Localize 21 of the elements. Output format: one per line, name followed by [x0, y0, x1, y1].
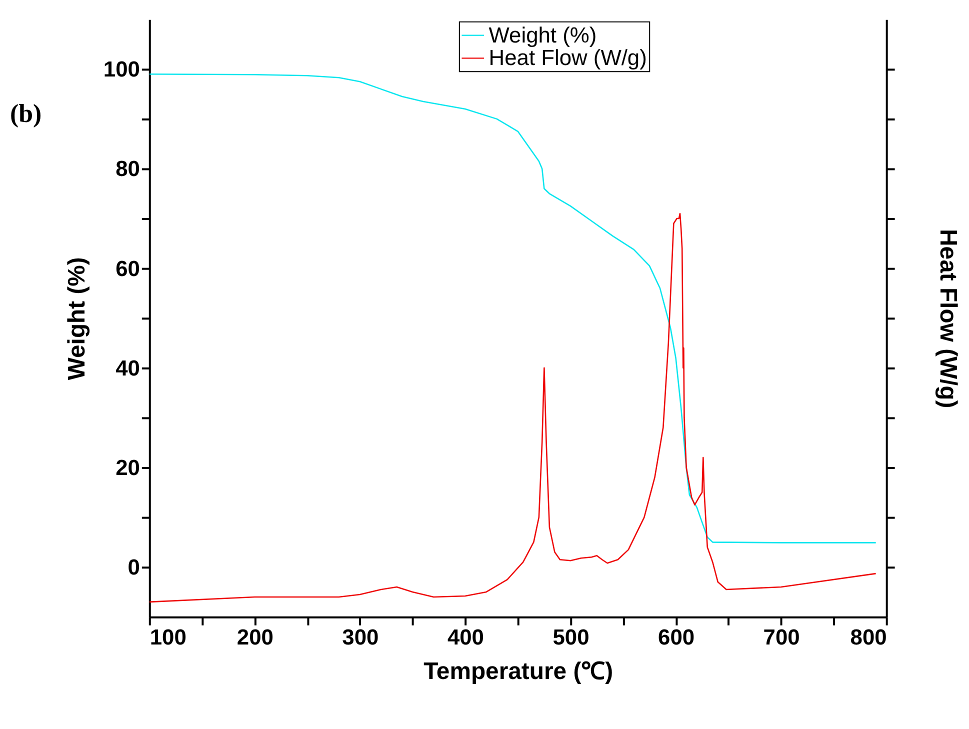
y-tick-label: 100 — [103, 56, 140, 82]
x-tick-label: 800 — [850, 624, 887, 650]
y2-axis-title: Heat Flow (W/g) — [934, 229, 962, 408]
x-tick-label: 200 — [236, 624, 274, 650]
x-tick-label: 400 — [447, 624, 484, 650]
x-tick-label: 100 — [150, 624, 186, 650]
x-tick-label: 500 — [552, 624, 590, 650]
x-axis-title: Temperature (℃) — [424, 658, 614, 686]
text: (b) — [10, 98, 42, 128]
line-series — [149, 73, 876, 544]
y-tick-label: 80 — [116, 156, 140, 182]
x-tick-label: 600 — [658, 624, 695, 650]
y-tick-label: 20 — [116, 454, 140, 480]
x-tick-label: 300 — [342, 624, 379, 650]
y-tick-label: 60 — [116, 256, 140, 281]
line-series — [149, 212, 876, 603]
y-tick-label: 40 — [116, 355, 140, 380]
y-tick-label: 0 — [128, 554, 140, 580]
legend-label: Weight (%) — [488, 22, 597, 48]
x-tick-label: 700 — [763, 624, 800, 650]
y-axis-title: Weight (%) — [63, 257, 90, 380]
